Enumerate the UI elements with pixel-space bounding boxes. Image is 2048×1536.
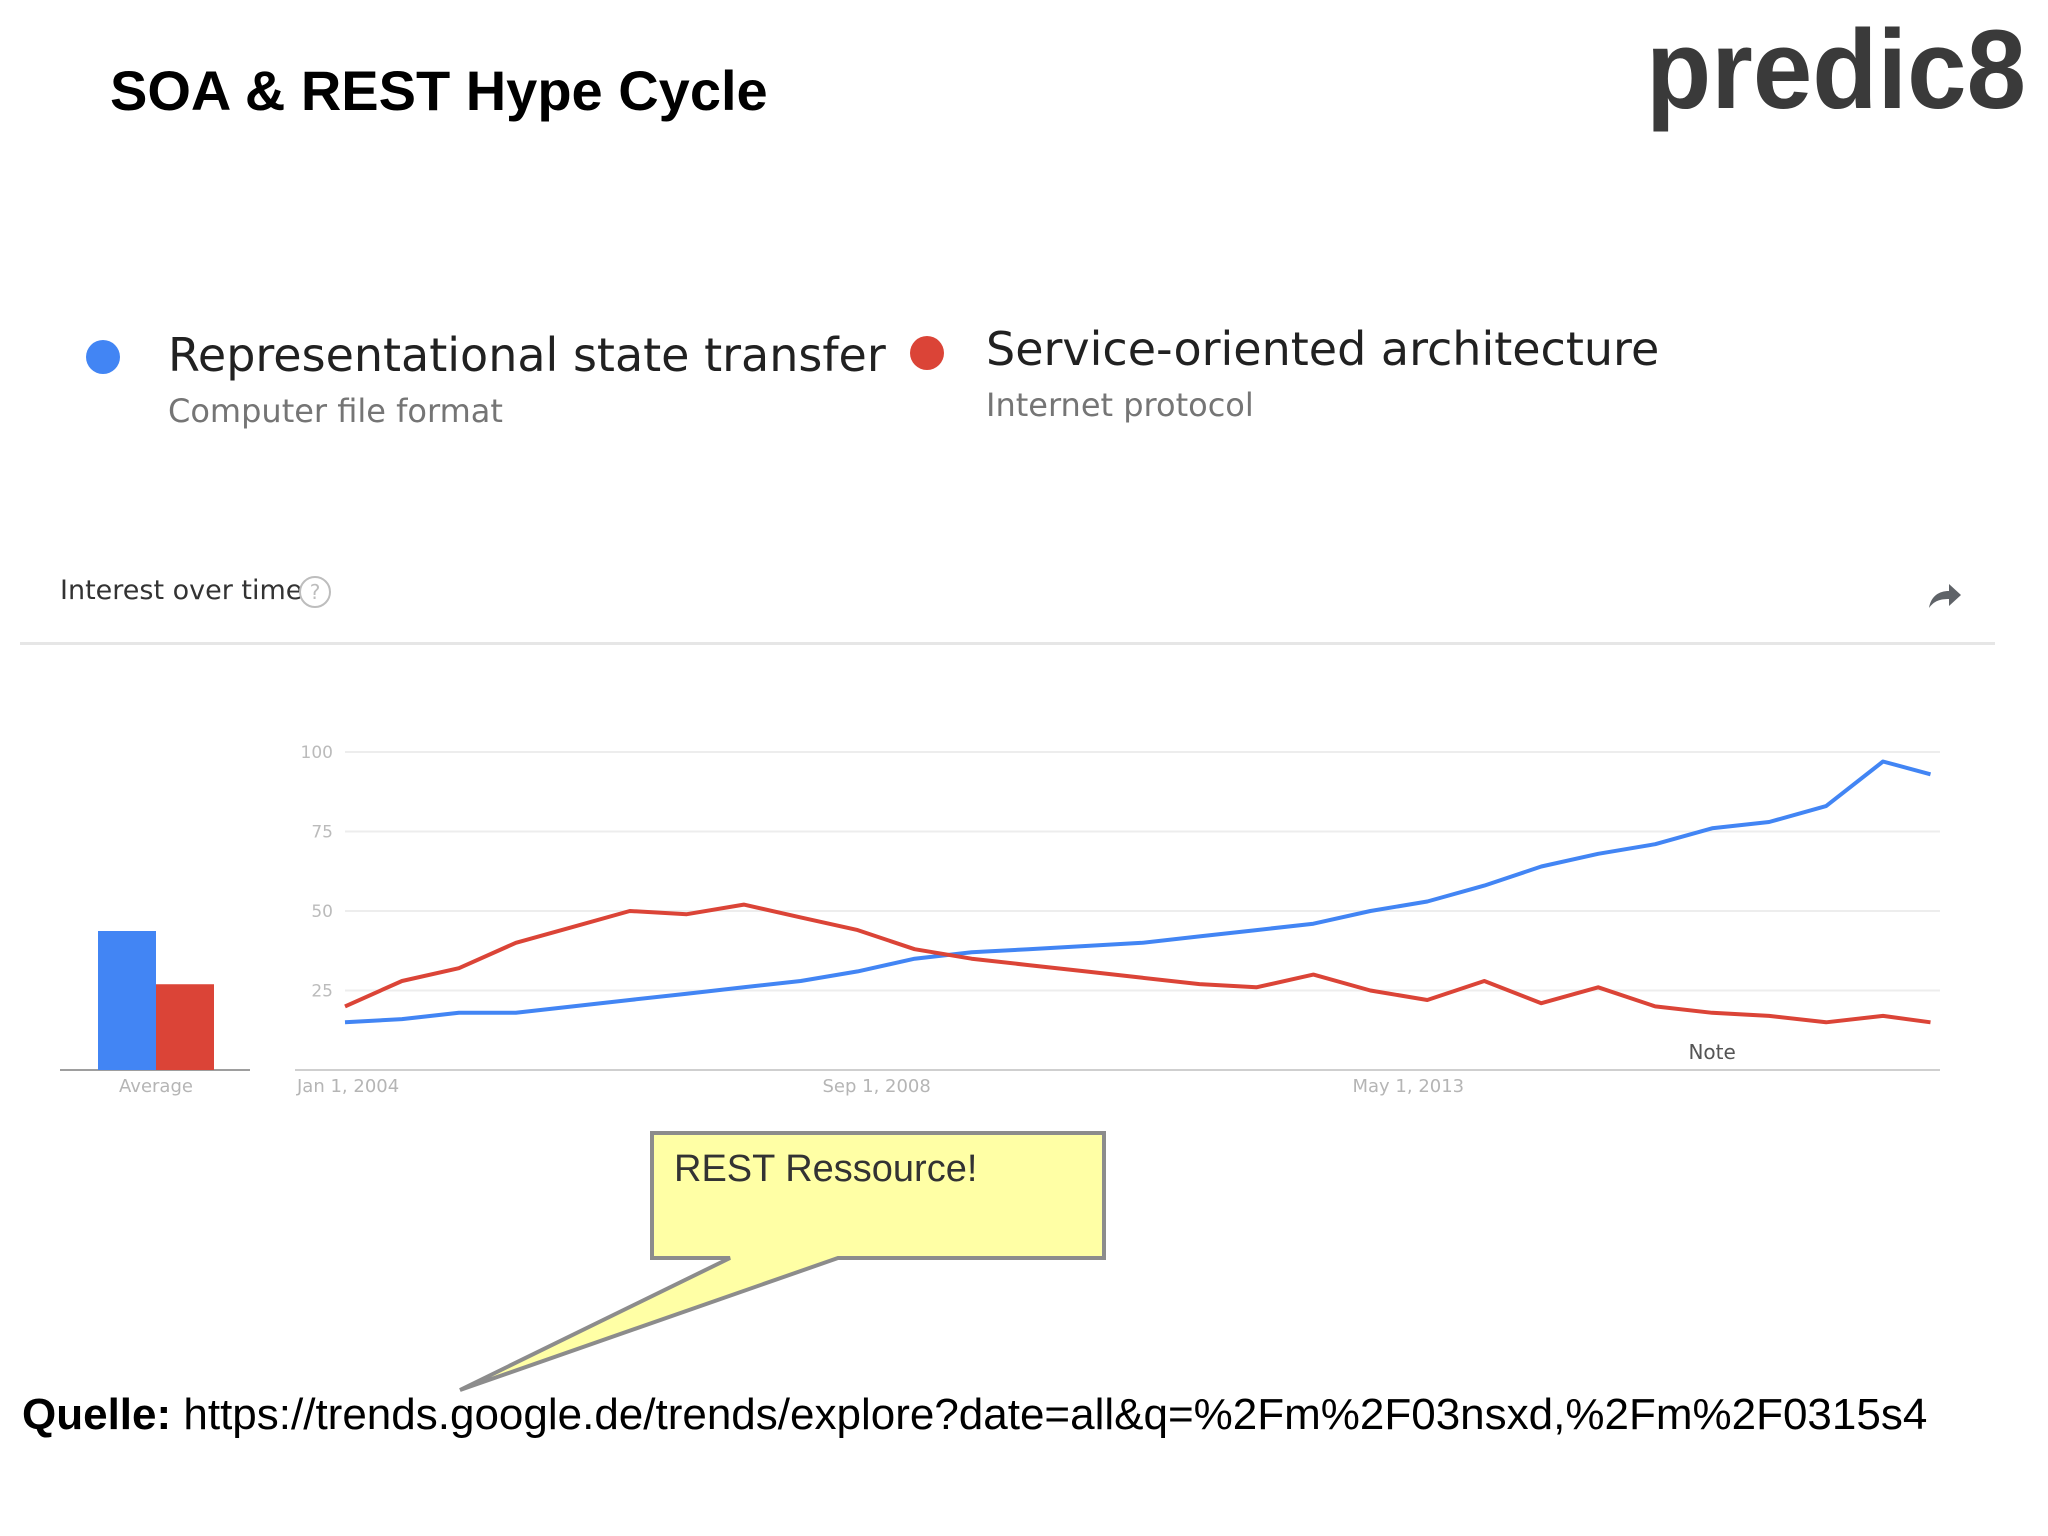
predic8-logo: predic8: [1646, 8, 2026, 132]
panel-divider: [20, 642, 1995, 645]
share-arrow-icon[interactable]: [1925, 580, 1963, 612]
legend-dot-icon: [910, 336, 944, 370]
y-tick-label: 75: [311, 823, 333, 843]
source-url[interactable]: https://trends.google.de/trends/explore?…: [183, 1390, 1928, 1439]
source-line: Quelle: https://trends.google.de/trends/…: [22, 1390, 1927, 1440]
panel-title: Interest over time: [60, 575, 303, 606]
logo-text: predic8: [1646, 8, 2026, 132]
x-tick-label: May 1, 2013: [1353, 1076, 1465, 1097]
svg-text:?: ?: [310, 580, 321, 604]
series-line-rest: [344, 759, 1932, 1025]
average-bar-soa: [156, 984, 214, 1070]
legend-name: Representational state transfer: [168, 328, 886, 382]
legend-dot-icon: [86, 340, 120, 374]
x-tick-label: Jan 1, 2004: [296, 1076, 399, 1097]
note-label: Note: [1688, 1040, 1735, 1064]
average-bar-rest: [98, 931, 156, 1070]
legend-name: Service-oriented architecture: [986, 322, 1660, 376]
slide-title: SOA & REST Hype Cycle: [110, 59, 768, 122]
source-label: Quelle:: [22, 1390, 172, 1439]
average-label: Average: [119, 1076, 193, 1097]
interest-chart: 100 75 50 25 Jan 1, 2004 Sep 1, 2008 May 1, 20…: [60, 743, 1940, 1097]
callout-text: REST Ressource!: [674, 1148, 978, 1190]
legend-subtitle: Internet protocol: [986, 386, 1254, 424]
y-tick-label: 50: [311, 902, 333, 922]
help-circle-icon[interactable]: ?: [298, 575, 332, 609]
y-tick-label: 100: [301, 743, 333, 763]
x-tick-label: Sep 1, 2008: [822, 1076, 930, 1097]
legend-subtitle: Computer file format: [168, 392, 503, 430]
y-tick-label: 25: [311, 982, 333, 1002]
